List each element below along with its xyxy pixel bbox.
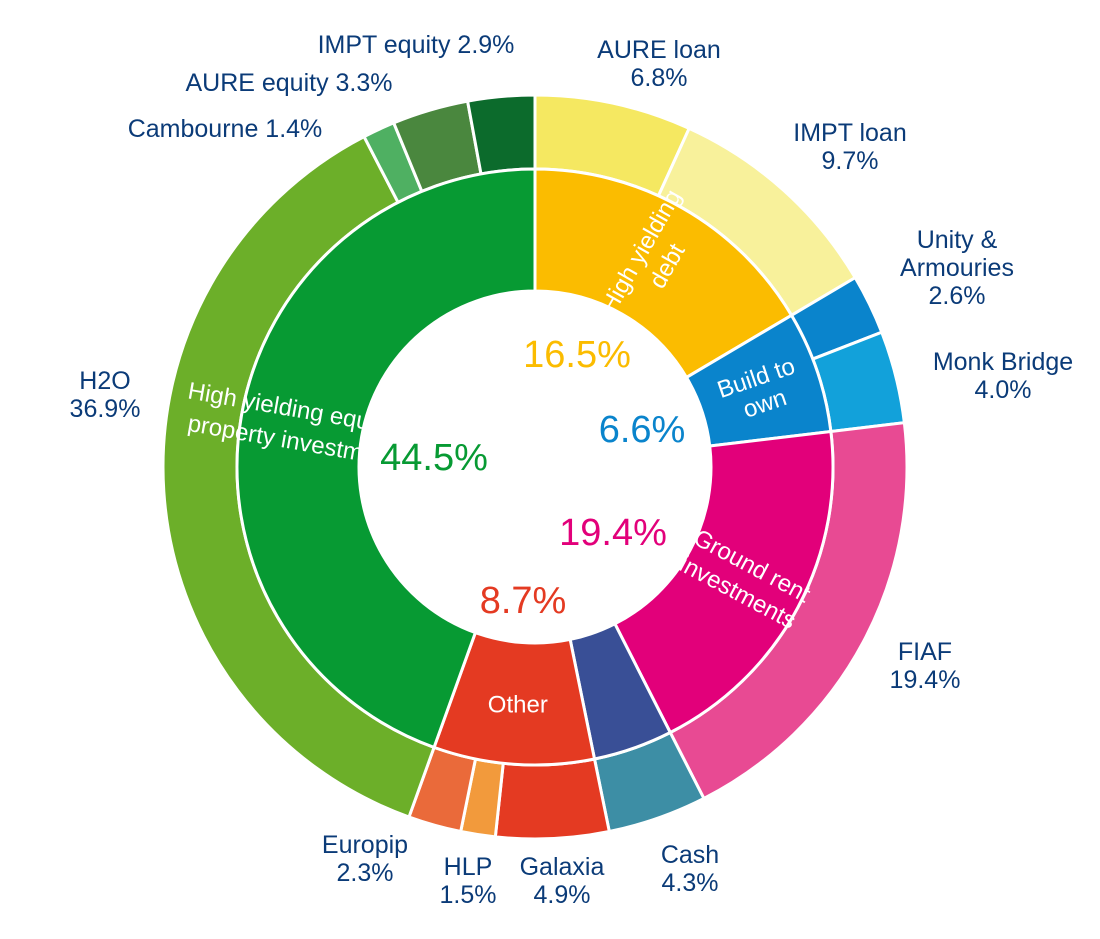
percent-label-44-5: 44.5%	[380, 437, 488, 479]
outer-label-fiaf: FIAF 19.4%	[890, 638, 961, 694]
outer-label-impt-equity-2-9: IMPT equity 2.9%	[318, 31, 515, 59]
band-label-other: Other	[488, 691, 548, 718]
outer-label-impt-loan: IMPT loan 9.7%	[793, 119, 906, 175]
outer-label-europip: Europip 2.3%	[322, 831, 408, 887]
inner-ring	[235, 167, 835, 767]
percent-label-16-5: 16.5%	[523, 334, 631, 376]
outer-label-h2o: H2O 36.9%	[70, 367, 141, 423]
percent-label-6-6: 6.6%	[599, 409, 686, 451]
outer-label-aure-loan: AURE loan 6.8%	[597, 36, 721, 92]
inner-slice-high-yielding-equity-in-property-investments	[235, 167, 537, 750]
outer-label-unity: Unity & Armouries 2.6%	[900, 226, 1014, 310]
outer-slice-galaxia	[493, 757, 612, 841]
percent-label-19-4: 19.4%	[559, 512, 667, 554]
outer-label-cash: Cash 4.3%	[661, 841, 719, 897]
outer-label-hlp: HLP 1.5%	[440, 853, 497, 909]
outer-slice-impt-equity	[465, 93, 537, 176]
inner-slice-high-yielding-debt	[533, 167, 794, 380]
outer-label-galaxia: Galaxia 4.9%	[520, 853, 605, 909]
percent-label-8-7: 8.7%	[480, 580, 567, 622]
percent-labels: 16.5% 6.6% 19.4% 8.7% 44.5%	[380, 334, 685, 622]
outer-labels: IMPT equity 2.9% AURE equity 3.3% Cambourn…	[70, 31, 1074, 909]
outer-label-aure-equity-3-3: AURE equity 3.3%	[185, 69, 392, 97]
outer-label-monk-bridge: Monk Bridge 4.0%	[933, 348, 1073, 404]
inner-slice-ground-rent-investments	[612, 429, 835, 735]
outer-label-cambourne-1-4: Cambourne 1.4%	[128, 115, 323, 143]
